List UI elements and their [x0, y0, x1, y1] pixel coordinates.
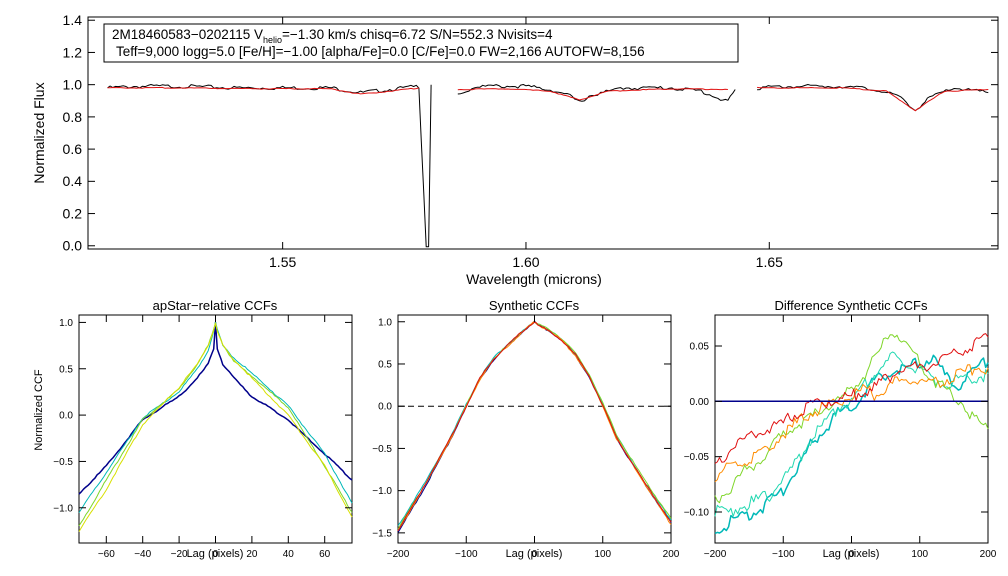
difference-lines — [714, 333, 989, 535]
spectrum-ytick-label: 1.0 — [63, 77, 83, 93]
spectrum-ytick-label: 0.8 — [63, 109, 83, 125]
spectrum-ytick-label: 0.0 — [63, 238, 83, 254]
synthetic-xtick-label: 100 — [594, 549, 611, 560]
best-fit-model-segment-3 — [757, 86, 989, 112]
apstar-line-visit-1 — [78, 321, 353, 495]
best-fit-model-segment-2 — [457, 88, 728, 101]
synthetic-ytick-label: −0.5 — [372, 444, 392, 455]
difference-xtick-label: 0 — [849, 549, 855, 560]
spectrum-ytick-label: 0.6 — [63, 141, 83, 157]
difference-title: Difference Synthetic CCFs — [775, 298, 928, 313]
synthetic-xtick-label: −200 — [387, 549, 410, 560]
info-box — [103, 23, 739, 63]
apstar-title: apStar−relative CCFs — [153, 298, 278, 313]
synthetic-xtick-label: −100 — [455, 549, 478, 560]
observed-spectrum-segment-1 — [107, 84, 432, 248]
difference-ytick-label: 0.05 — [690, 341, 710, 352]
synthetic-ytick-label: 1.0 — [378, 317, 392, 328]
info-line-1-end: =−1.30 km/s chisq=6.72 S/N=552.3 Nvisits… — [282, 27, 553, 42]
apstar-line-visit-2 — [78, 321, 353, 513]
spectrum-axes-frame — [87, 16, 999, 250]
apstar-ytick-label: −1.0 — [53, 503, 73, 514]
synthetic-axes-frame — [397, 314, 672, 544]
apstar-lines — [78, 321, 353, 532]
info-line-1-start: 2M18460583−0202115 V — [112, 27, 263, 42]
apstar-xtick-label: 40 — [283, 549, 295, 560]
difference-ytick-label: 0.00 — [690, 397, 710, 408]
spectrum-ytick-label: 1.2 — [63, 44, 83, 60]
synthetic-lines — [397, 320, 672, 533]
difference-line-visit-1 — [714, 354, 989, 535]
apstar-line-visit-3 — [78, 322, 353, 527]
difference-xtick-label: 100 — [911, 549, 928, 560]
synthetic-line-template — [397, 321, 672, 532]
ccf-panel-synthetic: −200 −100 0 100 200 −1.5 −1.0 −0.5 0.0 0.5 1.0 Syn… — [372, 298, 680, 560]
difference-xlabel: Lag (pixels) — [823, 548, 880, 560]
synthetic-ytick-label: −1.0 — [372, 486, 392, 497]
info-line-2: Teff=9,000 logg=5.0 [Fe/H]=−1.00 [alpha/… — [116, 44, 645, 59]
apstar-xtick-label: −40 — [134, 549, 151, 560]
apstar-xtick-label: 60 — [319, 549, 331, 560]
synthetic-ytick-label: −1.5 — [372, 528, 392, 539]
apstar-xtick-label: −20 — [171, 549, 188, 560]
ccf-panel-difference: −200 −100 0 100 200 −0.10 −0.05 0.00 0.05 Differ… — [684, 298, 997, 560]
synthetic-line-visit-2 — [397, 321, 672, 526]
apstar-ytick-label: 0.0 — [59, 411, 73, 422]
info-line-1-subscript: helio — [263, 35, 282, 45]
apstar-xlabel: Lag (pixels) — [187, 548, 244, 560]
apstar-ylabel: Normalized CCF — [33, 369, 45, 451]
synthetic-xtick-label: 200 — [663, 549, 680, 560]
difference-ytick-label: −0.10 — [684, 508, 710, 519]
difference-ticks: −200 −100 0 100 200 −0.10 −0.05 0.00 0.05 — [684, 315, 997, 560]
difference-line-visit-5 — [714, 333, 989, 464]
spectrum-lines — [107, 84, 989, 248]
synthetic-line-visit-1 — [397, 320, 672, 533]
synthetic-line-visit-4 — [397, 321, 672, 532]
apstar-ytick-label: −0.5 — [53, 457, 73, 468]
difference-ytick-label: −0.05 — [684, 452, 710, 463]
synthetic-xlabel: Lag (pixels) — [506, 548, 563, 560]
apstar-xtick-label: −60 — [98, 549, 115, 560]
spectrum-ylabel: Normalized Flux — [31, 82, 47, 183]
apstar-ytick-label: 1.0 — [59, 318, 73, 329]
observed-spectrum-segment-2 — [457, 84, 736, 102]
spectrum-xtick-label: 1.60 — [512, 254, 539, 270]
apstar-line-visit-4 — [78, 322, 353, 532]
spectrum-ytick-label: 0.2 — [63, 205, 83, 221]
synthetic-ytick-label: 0.0 — [378, 402, 392, 413]
info-line-1: 2M18460583−0202115 Vhelio=−1.30 km/s chi… — [112, 27, 553, 45]
difference-line-visit-2 — [714, 351, 989, 517]
spectrum-xtick-label: 1.65 — [756, 254, 783, 270]
apstar-ticks: −60 −40 −20 0 20 40 60 −1.0 −0.5 0.0 0.5 1.0 — [53, 315, 352, 560]
synthetic-ticks: −200 −100 0 100 200 −1.5 −1.0 −0.5 0.0 0.5 1.0 — [372, 315, 680, 560]
synthetic-line-visit-3 — [397, 321, 672, 530]
spectrum-xtick-label: 1.55 — [269, 254, 296, 270]
spectrum-ticks: 1.55 1.60 1.65 0.0 0.2 0.4 0.6 0.8 1.0 1.2 1.4 — [63, 12, 998, 270]
apstar-ytick-label: 0.5 — [59, 364, 73, 375]
difference-xtick-label: −200 — [704, 549, 727, 560]
apstar-xtick-label: 20 — [246, 549, 258, 560]
difference-xtick-label: −100 — [772, 549, 795, 560]
apstar-axes-frame — [78, 314, 353, 544]
synthetic-xtick-label: 0 — [532, 549, 538, 560]
ccf-panel-apstar: −60 −40 −20 0 20 40 60 −1.0 −0.5 0.0 0.5 1.0 apStar… — [33, 298, 353, 560]
difference-axes-frame — [714, 314, 989, 544]
synthetic-ytick-label: 0.5 — [378, 359, 392, 370]
spectrum-ytick-label: 0.4 — [63, 173, 83, 189]
best-fit-model-segment-1 — [107, 86, 420, 95]
difference-line-visit-3 — [714, 334, 989, 504]
spectrum-xlabel: Wavelength (microns) — [466, 271, 602, 287]
spectrum-panel: 1.55 1.60 1.65 0.0 0.2 0.4 0.6 0.8 1.0 1.2 1.4 2M1… — [31, 12, 999, 287]
spectrum-ytick-label: 1.4 — [63, 12, 83, 28]
apstar-xtick-label: 0 — [213, 549, 219, 560]
synthetic-title: Synthetic CCFs — [489, 298, 580, 313]
difference-xtick-label: 200 — [980, 549, 997, 560]
